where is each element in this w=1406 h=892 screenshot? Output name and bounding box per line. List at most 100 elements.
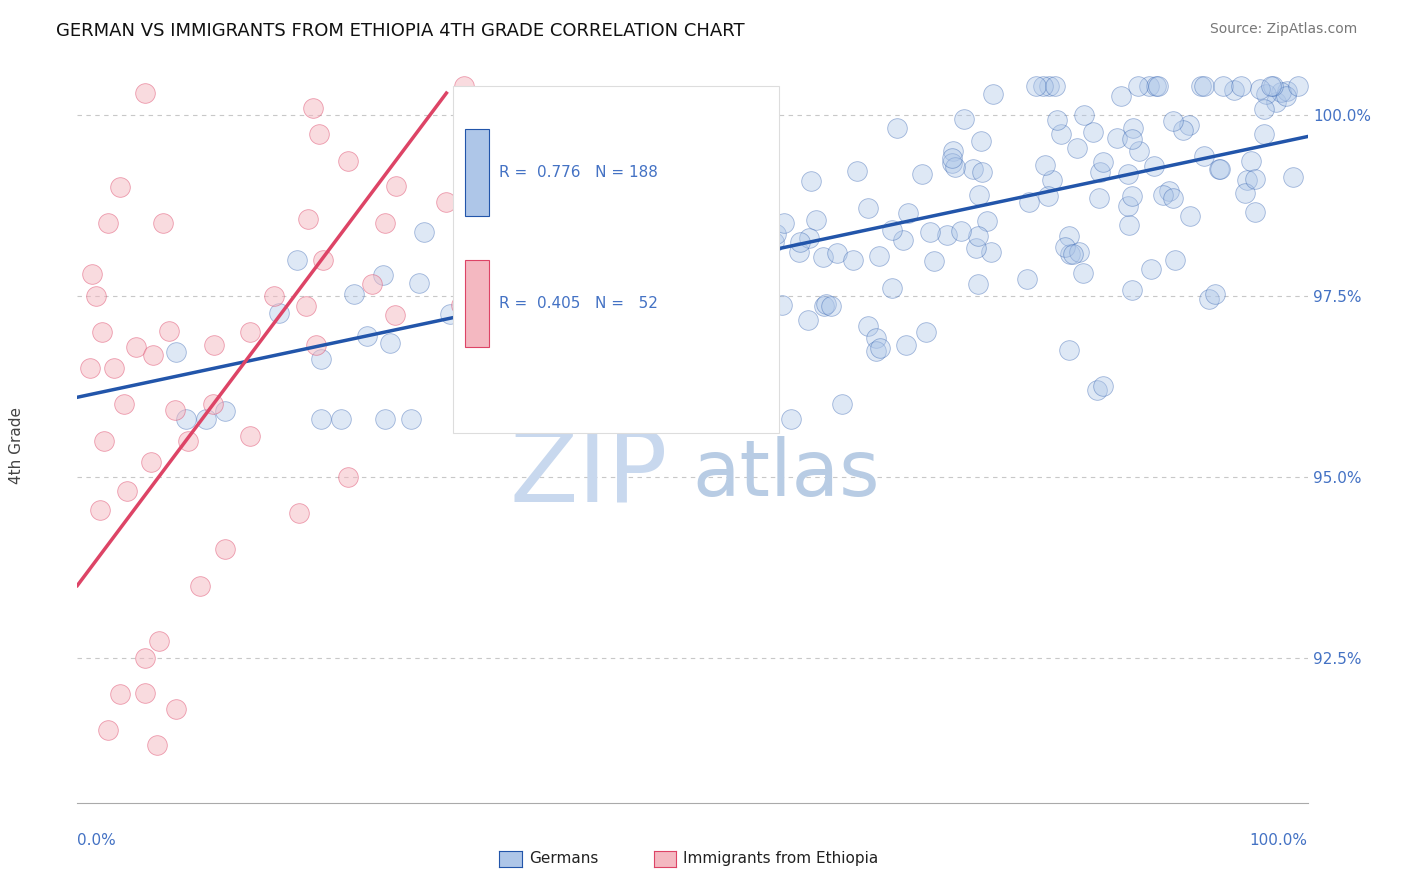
Point [371,268,394,283]
Point [1143,160,1166,174]
Point [152,216,174,230]
Point [263,289,285,303]
Point [214,403,236,417]
Point [561,384,583,398]
Point [1208,162,1230,177]
Point [239,325,262,339]
Point [1173,123,1195,137]
Point [308,127,330,141]
Point [676,224,699,238]
Point [763,235,786,250]
Point [1069,245,1091,260]
Point [659,238,682,252]
Point [110,180,132,194]
Point [779,412,801,426]
Point [1236,173,1258,187]
Point [408,276,430,290]
Point [650,377,672,392]
Point [93,434,115,448]
Point [1071,266,1094,280]
Point [329,412,352,426]
Point [1109,89,1132,103]
Point [755,256,778,270]
Point [134,86,156,100]
Point [82,267,104,281]
Point [966,228,988,243]
Point [110,687,132,701]
Point [1116,199,1139,213]
Point [89,503,111,517]
Point [380,335,402,350]
Point [740,327,762,342]
Point [970,134,993,148]
Point [856,201,879,215]
Point [1277,84,1299,98]
Point [309,352,332,367]
Point [309,412,332,426]
Point [337,153,360,168]
Point [125,340,148,354]
Point [693,284,716,298]
Text: Immigrants from Ethiopia: Immigrants from Ethiopia [683,852,879,866]
Text: R =  0.405   N =   52: R = 0.405 N = 52 [499,295,658,310]
Text: GERMAN VS IMMIGRANTS FROM ETHIOPIA 4TH GRADE CORRELATION CHART: GERMAN VS IMMIGRANTS FROM ETHIOPIA 4TH G… [56,22,745,40]
Point [295,299,318,313]
Point [1164,252,1187,267]
Point [1059,246,1081,260]
Point [1144,78,1167,93]
Point [1244,205,1267,219]
Point [1178,118,1201,132]
Point [725,188,748,202]
Point [949,224,972,238]
Point [1229,78,1251,93]
Point [1088,165,1111,179]
Point [980,244,1002,259]
Point [1088,191,1111,205]
Point [891,234,914,248]
Point [79,361,101,376]
Point [384,308,406,322]
Point [675,279,697,293]
Point [1128,145,1150,159]
Point [651,235,673,250]
Point [202,337,225,351]
Point [548,324,571,338]
Point [1250,82,1272,96]
Point [815,296,838,310]
Point [360,277,382,292]
Point [831,397,853,411]
Point [787,244,810,259]
Point [865,330,887,344]
Point [288,506,311,520]
Point [112,397,135,411]
Point [1085,383,1108,397]
Point [720,208,742,222]
Point [436,194,458,209]
Point [90,325,114,339]
Text: Germans: Germans [529,852,598,866]
Point [1209,162,1232,177]
Point [1116,167,1139,181]
Point [1274,88,1296,103]
Point [676,361,699,376]
Point [1038,78,1060,93]
Point [385,178,408,193]
Point [695,122,717,136]
Point [941,144,963,158]
Point [910,167,932,181]
Text: R =  0.776   N = 188: R = 0.776 N = 188 [499,165,658,180]
Point [1062,247,1084,261]
Point [842,253,865,268]
Point [707,268,730,283]
Point [1038,189,1060,203]
Point [492,216,515,230]
Point [1046,113,1069,128]
Point [1261,78,1284,93]
Point [967,188,990,202]
Point [115,484,138,499]
Point [1147,78,1170,93]
Point [689,279,711,293]
Point [772,216,794,230]
Point [679,236,702,251]
Point [194,412,217,426]
